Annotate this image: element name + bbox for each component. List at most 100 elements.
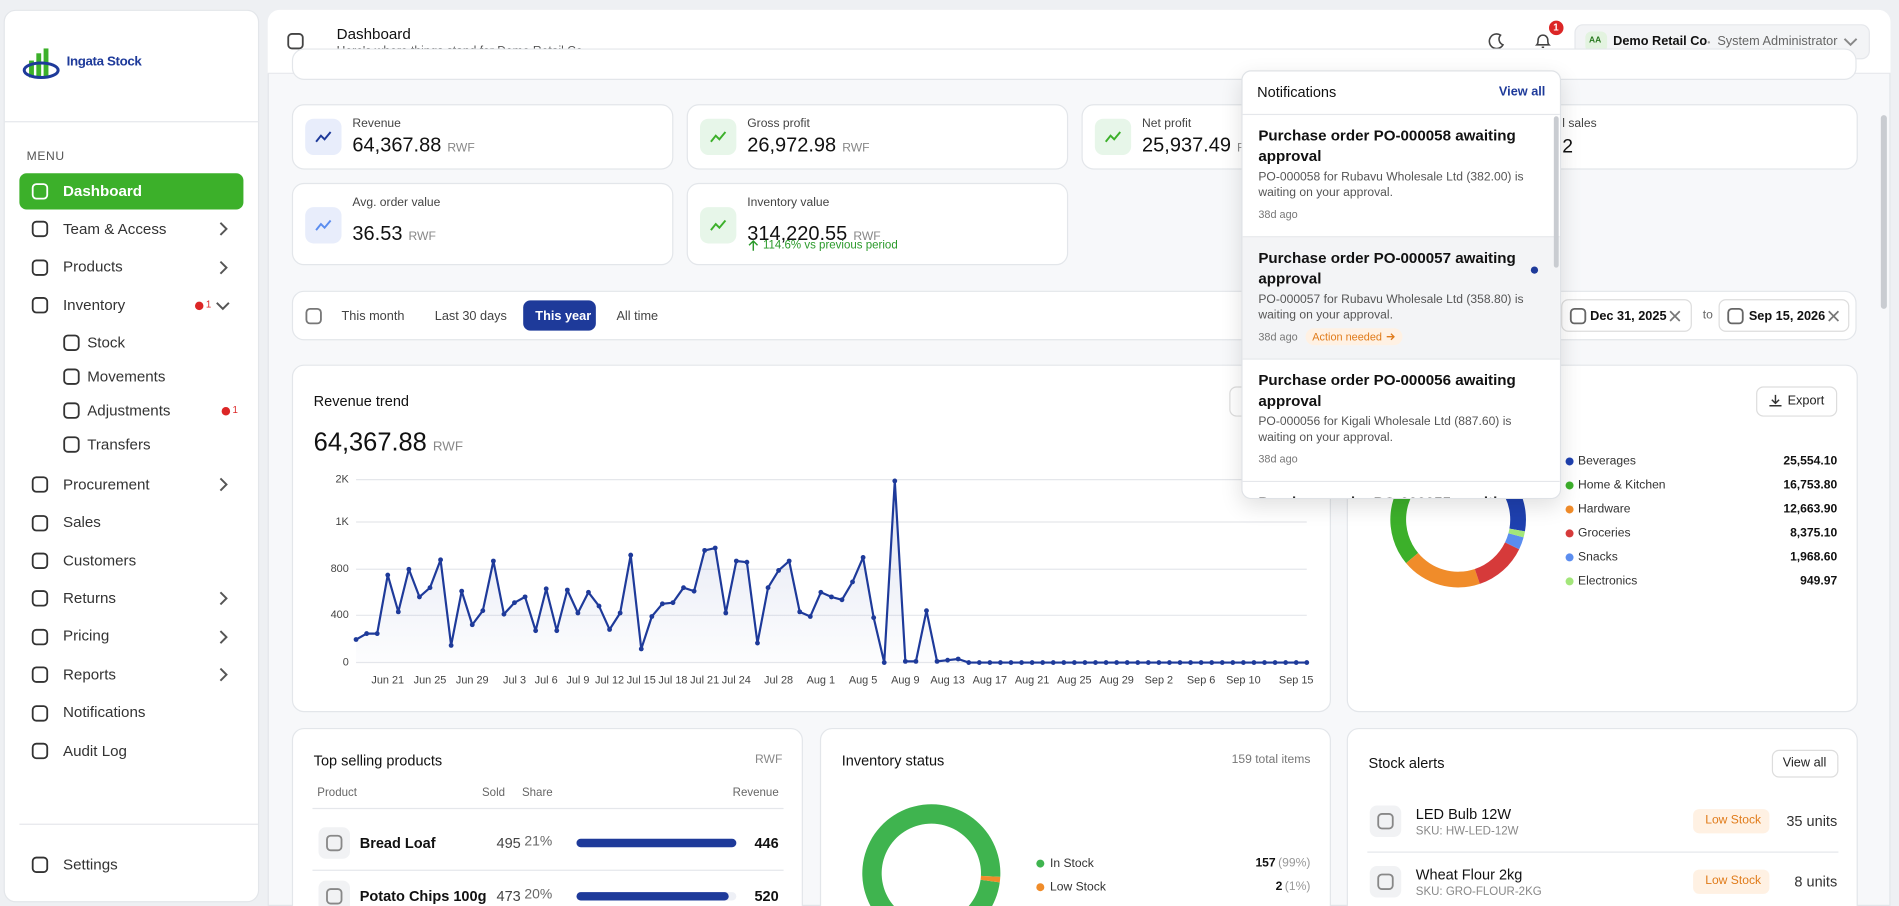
chevron [1843, 38, 1858, 47]
arrow [1386, 333, 1396, 341]
point [765, 585, 771, 591]
divider [312, 807, 784, 810]
menu-item[interactable]: Reports [62, 665, 116, 683]
date-input[interactable] [1718, 299, 1850, 332]
menu-item[interactable]: Stock [87, 333, 126, 351]
kpi-label: Inventory value [747, 196, 830, 210]
legend-dot [1565, 529, 1574, 538]
export-icon [1769, 394, 1782, 407]
menu-item[interactable]: Team & Access [62, 220, 167, 238]
legend-count: 157 [1255, 856, 1275, 870]
x [1828, 310, 1840, 322]
page-scrollbar [1880, 115, 1887, 309]
legend-label: Snacks [1578, 550, 1618, 564]
menu-item[interactable]: Sales [62, 513, 101, 531]
menu-item[interactable]: Audit Log [62, 741, 127, 759]
menu-item[interactable]: Pricing [62, 627, 110, 645]
view-all-button[interactable] [1771, 749, 1839, 778]
legend-value: 16,753.80 [1783, 478, 1837, 492]
point [955, 656, 961, 662]
export-label[interactable]: Export [1787, 393, 1825, 409]
notification-item[interactable]: Purchase order PO-000056 awaiting approv… [1242, 359, 1560, 483]
point [459, 588, 465, 594]
notification-item[interactable]: Purchase order PO-000057 awaiting approv… [1242, 237, 1560, 360]
point [1251, 660, 1257, 665]
menu-item[interactable]: Products [62, 258, 123, 276]
column-header: Sold [481, 786, 506, 800]
icon [1727, 307, 1744, 325]
popup-title: Notifications [1257, 83, 1337, 101]
icon [1828, 310, 1840, 322]
point [512, 600, 517, 606]
menu-item[interactable]: Settings [62, 855, 118, 873]
legend-dot [1565, 577, 1574, 586]
menu-item[interactable]: Inventory [62, 296, 126, 314]
notification-item[interactable]: Purchase order PO-000055 awaiting [1242, 482, 1560, 498]
icon [219, 630, 228, 644]
range-button[interactable]: This month [341, 308, 405, 324]
kpi-value: 2 [1562, 137, 1574, 158]
popup-view-all[interactable]: View all [1498, 84, 1546, 99]
range-button[interactable]: Last 30 days [434, 308, 507, 324]
glyph [1104, 131, 1122, 143]
notif-badge [1547, 19, 1565, 37]
legend-label: Beverages [1578, 454, 1636, 468]
legend-value: 2 (1%) [1276, 879, 1311, 893]
menu-item[interactable]: Transfers [87, 435, 151, 453]
legend-percent: (1%) [1285, 879, 1311, 893]
bell-button [1534, 34, 1551, 49]
glyph [31, 742, 49, 760]
bell [1534, 34, 1551, 49]
badge-count: 1 [205, 299, 212, 311]
user-role: System Administrator [1717, 34, 1838, 49]
icon [287, 33, 304, 50]
kpi-label: Revenue [352, 117, 401, 131]
view-all[interactable]: View all [1782, 756, 1827, 771]
icon [219, 592, 228, 606]
notification-time: 38d ago [1258, 208, 1298, 221]
range-button[interactable]: All time [616, 308, 659, 324]
menu-item[interactable]: Procurement [62, 475, 150, 493]
menu-item[interactable]: Dashboard [62, 182, 143, 200]
kpi-label: l sales [1562, 117, 1597, 131]
point [1114, 660, 1120, 665]
point [1040, 660, 1046, 665]
x-tick-label: Jul 21 [690, 675, 719, 687]
kpi-card: Avg. order value 36.53 RWF [291, 182, 674, 266]
chevron [219, 630, 228, 644]
menu-item[interactable]: Adjustments [87, 401, 171, 419]
date-input[interactable] [1561, 299, 1692, 332]
point [776, 568, 782, 573]
x-tick-label: Jun 29 [456, 675, 489, 687]
donut-slice [1505, 533, 1524, 550]
menu-item[interactable]: Customers [62, 551, 137, 569]
menu-item[interactable]: Notifications [62, 703, 146, 721]
point [438, 557, 443, 563]
divider [19, 823, 258, 825]
donut-slice [1406, 552, 1480, 588]
logo-text: Ingata Stock [66, 54, 142, 70]
notification-item[interactable]: Purchase order PO-000058 awaiting approv… [1242, 115, 1560, 238]
chevron [219, 668, 228, 682]
card-title: Top selling products [313, 751, 443, 769]
menu-item[interactable]: Returns [62, 589, 116, 607]
x-tick-label: Aug 13 [930, 675, 965, 687]
glyph [287, 33, 304, 50]
point [1093, 660, 1098, 665]
donut-slice [980, 875, 1001, 883]
kpi-value: 314,220.55 [747, 222, 848, 245]
stock-alerts-card: Stock alerts View all LED Bulb 12W SKU: HW-… [1346, 727, 1858, 906]
point [1019, 660, 1024, 665]
x-tick-label: Jul 28 [764, 675, 793, 687]
point [934, 658, 940, 664]
export-button[interactable] [1756, 386, 1838, 417]
range-button[interactable]: This year [535, 308, 592, 324]
point [807, 614, 813, 619]
glyph [326, 834, 343, 852]
icon [31, 704, 49, 722]
notification-title: Purchase order PO-000055 awaiting [1258, 493, 1526, 498]
menu-item[interactable]: Movements [87, 367, 166, 385]
legend-dot [1565, 553, 1574, 562]
